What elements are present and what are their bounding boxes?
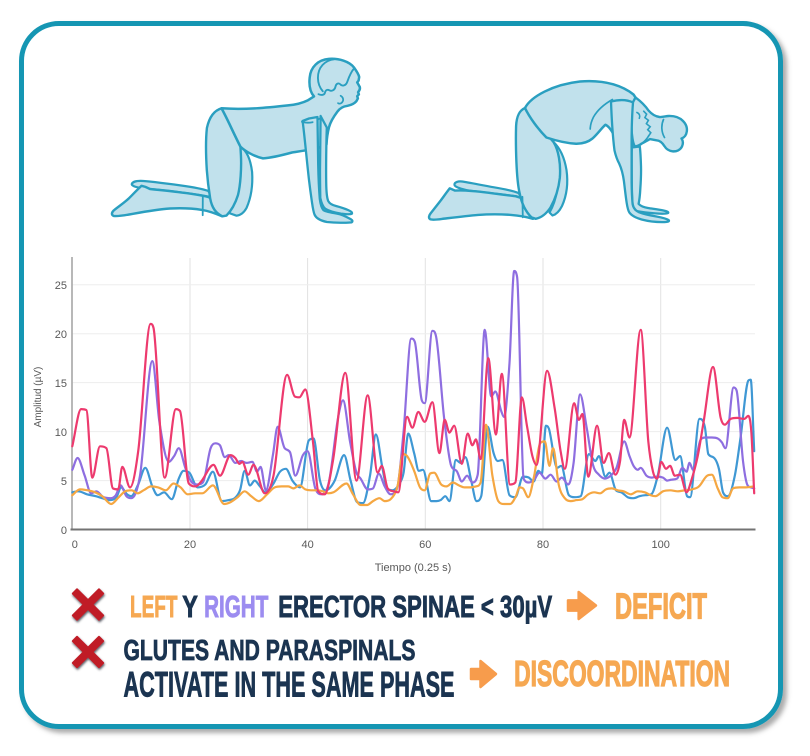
svg-text:20: 20	[55, 329, 67, 341]
svg-text:Y: Y	[182, 589, 198, 624]
svg-text:GLUTES AND PARASPINALS: GLUTES AND PARASPINALS	[124, 635, 416, 667]
svg-text:ERECTOR SPINAE < 30µV: ERECTOR SPINAE < 30µV	[278, 589, 552, 624]
svg-text:25: 25	[55, 280, 67, 292]
svg-text:20: 20	[184, 539, 196, 551]
svg-text:RIGHT: RIGHT	[204, 589, 268, 624]
svg-text:Amplitud (µV): Amplitud (µV)	[33, 367, 44, 428]
svg-text:LEFT: LEFT	[130, 589, 178, 624]
svg-text:40: 40	[301, 539, 313, 551]
svg-text:0: 0	[72, 539, 78, 551]
svg-text:15: 15	[55, 378, 67, 390]
svg-text:0: 0	[61, 525, 67, 537]
svg-text:Tiempo (0.25 s): Tiempo (0.25 s)	[375, 562, 452, 574]
svg-text:100: 100	[652, 539, 670, 551]
svg-text:10: 10	[55, 427, 67, 439]
svg-text:5: 5	[61, 476, 67, 488]
svg-text:80: 80	[537, 539, 549, 551]
svg-text:60: 60	[419, 539, 431, 551]
svg-text:ACTIVATE IN THE SAME PHASE: ACTIVATE IN THE SAME PHASE	[124, 666, 455, 705]
svg-text:DISCOORDINATION: DISCOORDINATION	[514, 653, 730, 694]
svg-text:DEFICIT: DEFICIT	[615, 586, 707, 627]
